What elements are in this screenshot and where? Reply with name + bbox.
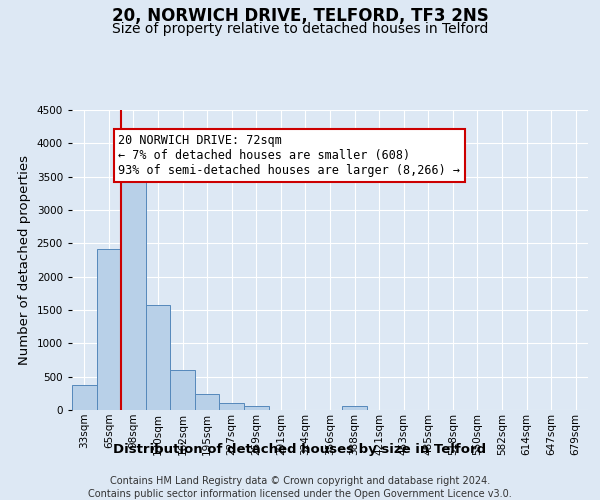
- Bar: [121, 168, 146, 410]
- Bar: [72, 384, 97, 410]
- Y-axis label: Number of detached properties: Number of detached properties: [18, 155, 31, 365]
- Text: Contains public sector information licensed under the Open Government Licence v3: Contains public sector information licen…: [88, 489, 512, 499]
- Bar: [220, 404, 244, 410]
- Text: Size of property relative to detached houses in Telford: Size of property relative to detached ho…: [112, 22, 488, 36]
- Bar: [170, 370, 195, 410]
- Bar: [244, 406, 269, 410]
- Text: Contains HM Land Registry data © Crown copyright and database right 2024.: Contains HM Land Registry data © Crown c…: [110, 476, 490, 486]
- Bar: [195, 394, 220, 410]
- Bar: [342, 406, 367, 410]
- Bar: [146, 304, 170, 410]
- Bar: [97, 248, 121, 410]
- Text: Distribution of detached houses by size in Telford: Distribution of detached houses by size …: [113, 442, 487, 456]
- Text: 20 NORWICH DRIVE: 72sqm
← 7% of detached houses are smaller (608)
93% of semi-de: 20 NORWICH DRIVE: 72sqm ← 7% of detached…: [118, 134, 460, 177]
- Text: 20, NORWICH DRIVE, TELFORD, TF3 2NS: 20, NORWICH DRIVE, TELFORD, TF3 2NS: [112, 8, 488, 26]
